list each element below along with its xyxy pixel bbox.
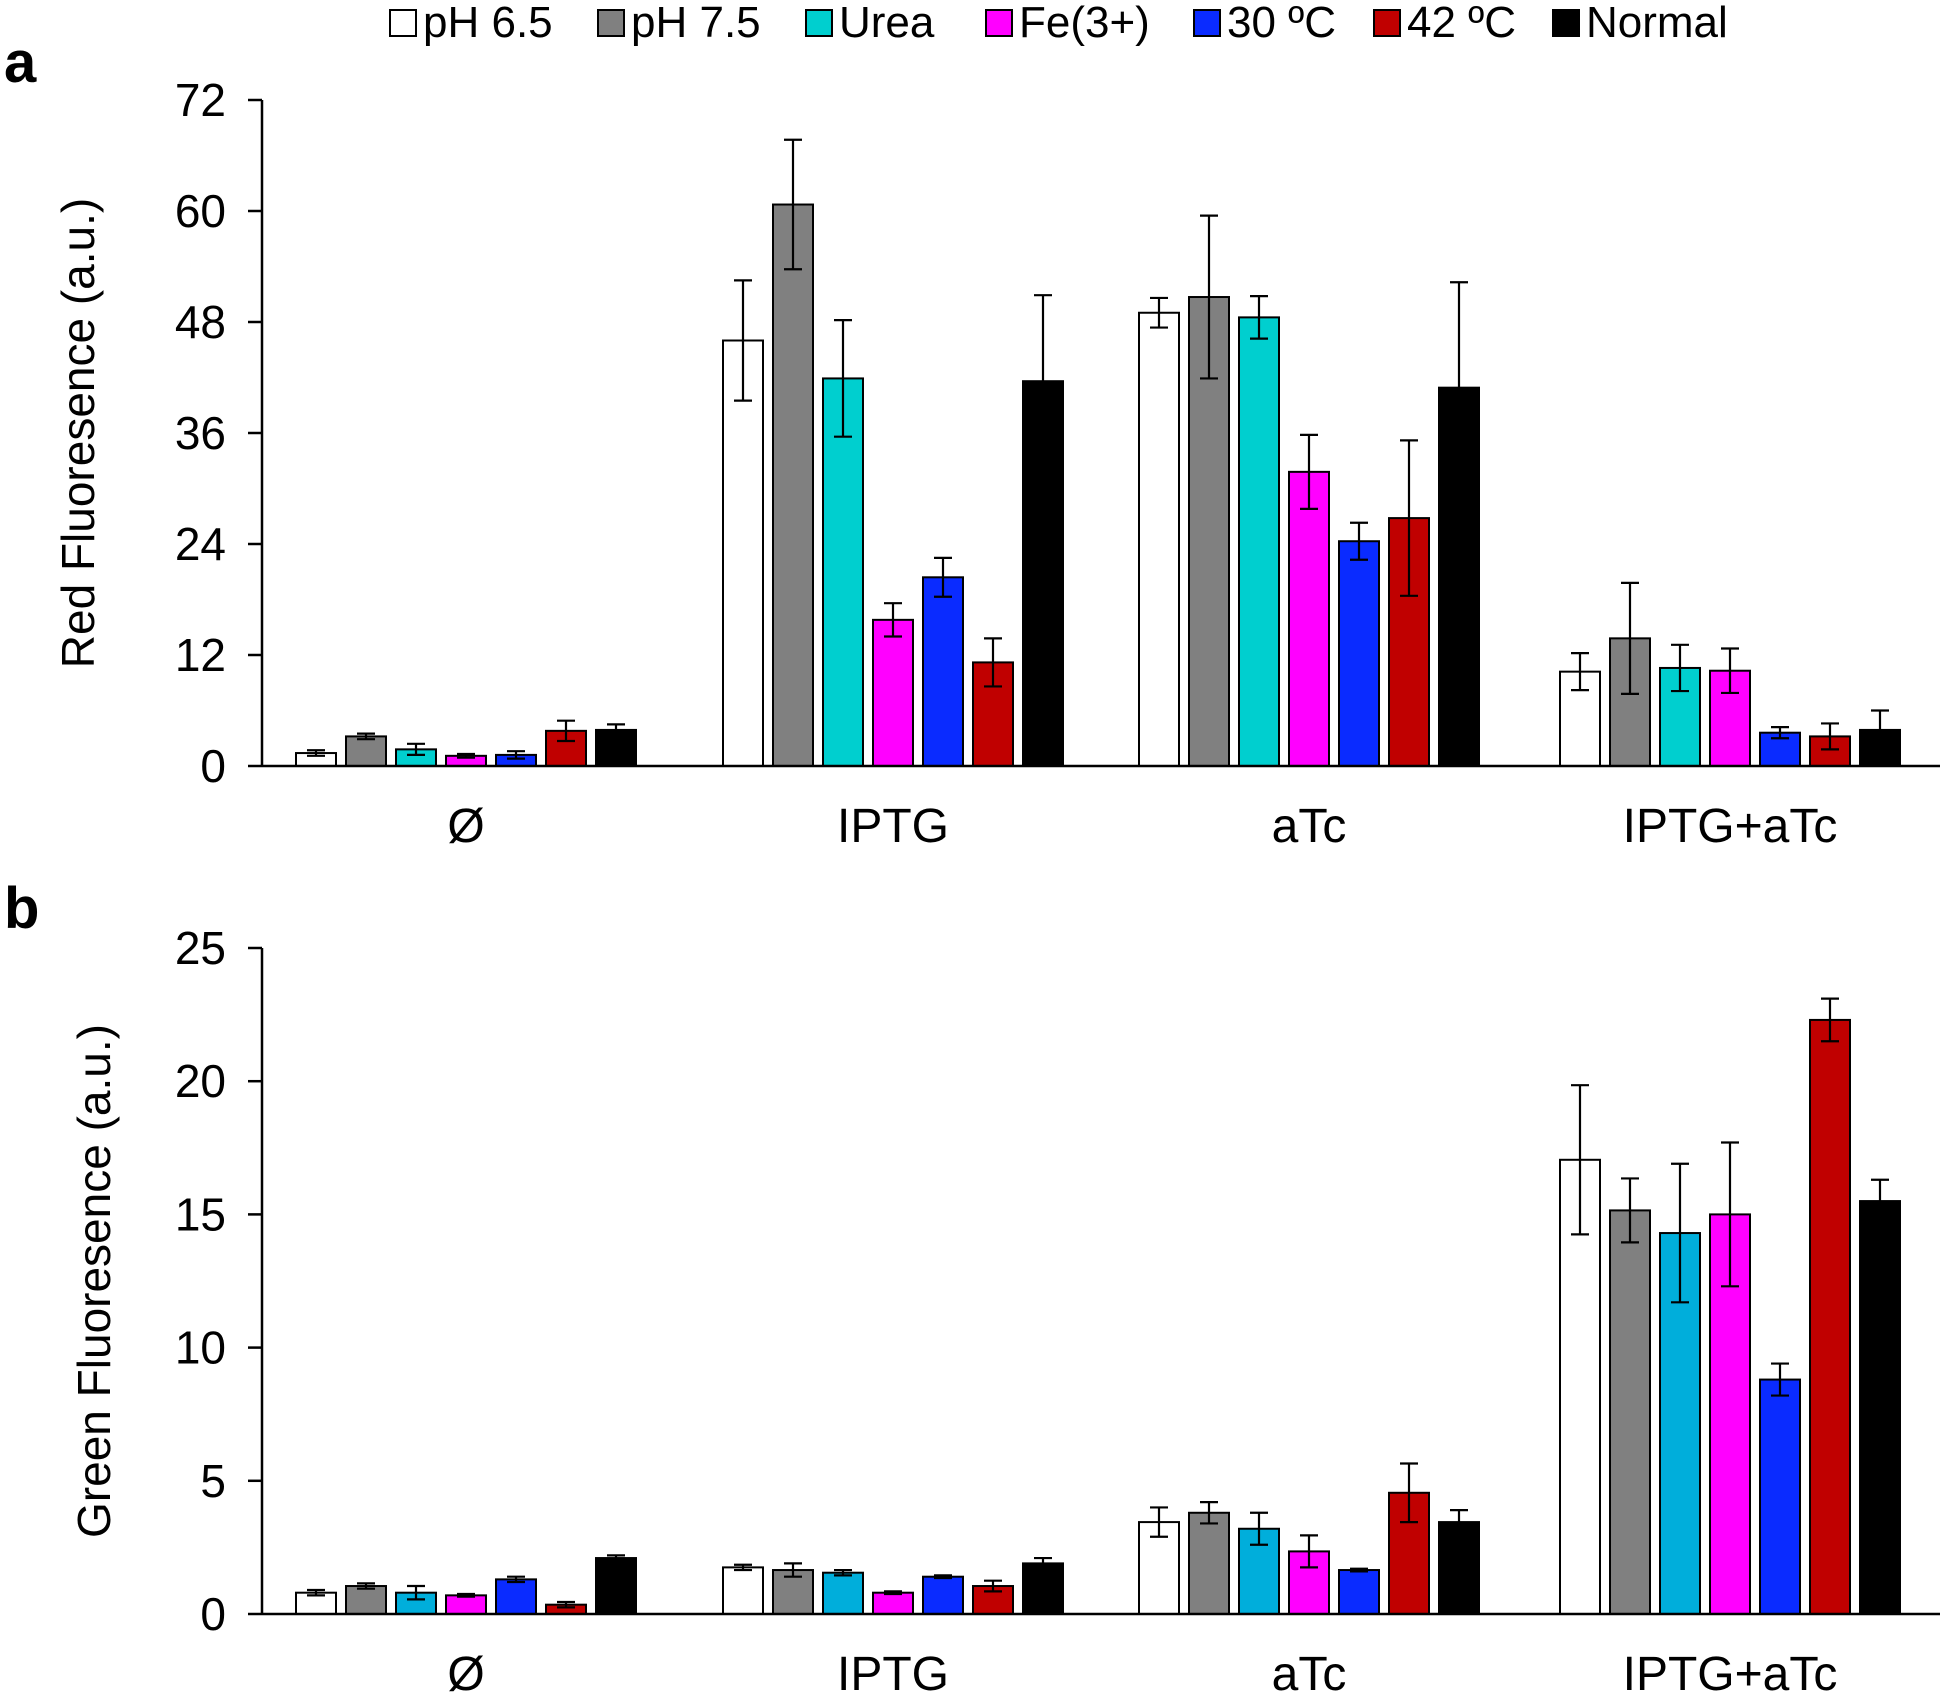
bar xyxy=(1022,1562,1064,1616)
bar xyxy=(922,576,964,767)
y-tick-label: 15 xyxy=(175,1188,226,1240)
legend-swatch-ph-6-5 xyxy=(389,9,417,37)
x-category-label: Ø xyxy=(447,1648,484,1696)
bar xyxy=(1188,1511,1230,1615)
legend-label-fe-3: Fe(3+) xyxy=(1019,0,1150,47)
legend-label-42-c: 42 ºC xyxy=(1407,0,1516,47)
y-tick-label: 10 xyxy=(175,1322,226,1374)
y-tick-label: 12 xyxy=(175,629,226,681)
x-category-label: aTc xyxy=(1272,800,1347,853)
bar xyxy=(495,1578,537,1616)
bar xyxy=(1759,1378,1801,1615)
bar xyxy=(1859,1200,1901,1615)
x-category-label: IPTG+aTc xyxy=(1623,1648,1838,1696)
y-tick-label: 20 xyxy=(175,1055,226,1107)
bar xyxy=(1338,1569,1380,1615)
y-tick-label: 72 xyxy=(175,74,226,126)
legend-swatch-30-c xyxy=(1193,9,1221,37)
legend-label-30-c: 30 ºC xyxy=(1227,0,1336,47)
y-tick-label: 60 xyxy=(175,185,226,237)
legend-swatch-fe-3 xyxy=(985,9,1013,37)
bar xyxy=(922,1575,964,1615)
legend-label-normal: Normal xyxy=(1586,0,1728,47)
y-axis-title: Red Fluoresence (a.u.) xyxy=(52,198,104,668)
bar xyxy=(1138,311,1180,767)
y-tick-label: 0 xyxy=(200,1588,226,1640)
bar xyxy=(1238,316,1280,767)
y-tick-label: 5 xyxy=(200,1455,226,1507)
bar xyxy=(1809,1018,1851,1615)
bar xyxy=(772,203,814,767)
bar xyxy=(595,1557,637,1616)
legend: pH 6.5 pH 7.5 Urea Fe(3+) 30 ºC 42 ºC Normal xyxy=(389,0,1728,47)
legend-label-ph-6-5: pH 6.5 xyxy=(423,0,553,47)
x-category-label: IPTG xyxy=(837,800,949,853)
y-tick-label: 25 xyxy=(175,922,226,974)
x-category-label: IPTG xyxy=(837,1648,949,1696)
legend-swatch-ph-7-5 xyxy=(597,9,625,37)
bar xyxy=(872,618,914,767)
x-category-label: Ø xyxy=(447,800,484,853)
y-tick-label: 48 xyxy=(175,296,226,348)
bar xyxy=(445,1594,487,1616)
x-category-label: IPTG+aTc xyxy=(1623,800,1838,853)
bar xyxy=(345,1585,387,1615)
bar xyxy=(722,1566,764,1616)
legend-swatch-42-c xyxy=(1373,9,1401,37)
bar xyxy=(1138,1521,1180,1616)
legend-swatch-urea xyxy=(805,9,833,37)
y-tick-label: 0 xyxy=(200,740,226,792)
bar xyxy=(822,377,864,767)
bar xyxy=(1288,470,1330,767)
bar xyxy=(1609,1209,1651,1616)
bar xyxy=(1559,1158,1601,1615)
legend-label-ph-7-5: pH 7.5 xyxy=(631,0,761,47)
bar xyxy=(872,1591,914,1615)
bar xyxy=(722,339,764,767)
y-tick-label: 36 xyxy=(175,407,226,459)
y-tick-label: 24 xyxy=(175,518,226,570)
legend-label-urea: Urea xyxy=(839,0,935,47)
bar xyxy=(1338,540,1380,767)
bar xyxy=(822,1571,864,1616)
y-axis-title: Green Fluoresence (a.u.) xyxy=(68,1024,120,1538)
panel-b-label: b xyxy=(4,876,39,941)
panel-b: b 0 5 10 15 20 25 Green Fluoresence (a.u.) Ø IPT… xyxy=(4,876,1940,1696)
panel-a-label: a xyxy=(4,30,37,95)
panel-a: a 0 12 24 36 48 60 72 Red Fluoresence (a.u.) Ø IP… xyxy=(4,30,1940,853)
bar xyxy=(1438,1521,1480,1616)
bar xyxy=(345,735,387,768)
x-category-label: aTc xyxy=(1272,1648,1347,1696)
legend-swatch-normal xyxy=(1552,9,1580,37)
